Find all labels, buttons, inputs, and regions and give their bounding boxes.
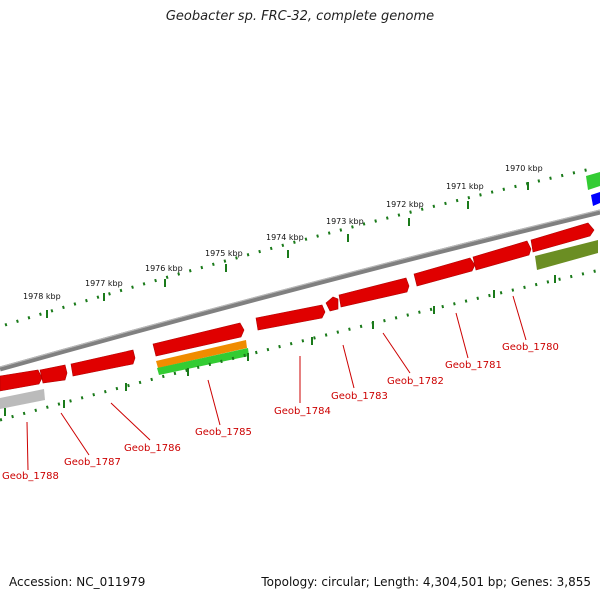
- gene-olive-1780[interactable]: [535, 240, 598, 270]
- label-leaders: [26, 295, 527, 471]
- gene-small-red[interactable]: [325, 296, 339, 312]
- gene-label-geob-1786: Geob_1786: [124, 443, 181, 454]
- outer-scale-track: [4, 166, 596, 327]
- gene-label-geob-1781: Geob_1781: [445, 360, 502, 371]
- gene-green-top[interactable]: [586, 172, 600, 190]
- gene-label-geob-1782: Geob_1782: [387, 376, 444, 387]
- gene-gray-1788[interactable]: [0, 389, 45, 409]
- gene-geob-1787[interactable]: [39, 364, 68, 384]
- genome-stats-text: Topology: circular; Length: 4,304,501 bp…: [261, 575, 591, 589]
- kbp-label-1974: 1974 kbp: [266, 233, 304, 242]
- gene-label-geob-1787: Geob_1787: [64, 457, 121, 468]
- gene-green-1785[interactable]: [157, 348, 249, 375]
- gene-geob-1782[interactable]: [413, 257, 476, 287]
- inner-scale-track: [0, 268, 600, 422]
- kbp-label-1976: 1976 kbp: [145, 264, 183, 273]
- gene-geob-1784[interactable]: [255, 304, 326, 331]
- kbp-label-1975: 1975 kbp: [205, 249, 243, 258]
- accession-text: Accession: NC_011979: [9, 575, 146, 589]
- kbp-label-1973: 1973 kbp: [326, 217, 364, 226]
- gene-label-geob-1785: Geob_1785: [195, 427, 252, 438]
- gene-geob-1783[interactable]: [338, 277, 410, 308]
- gene-geob-1781[interactable]: [472, 240, 532, 271]
- kbp-label-1970: 1970 kbp: [505, 164, 543, 173]
- map-title: Geobacter sp. FRC-32, complete genome: [165, 9, 435, 24]
- gene-geob-1786[interactable]: [70, 349, 136, 377]
- kbp-label-1972: 1972 kbp: [386, 200, 424, 209]
- gene-geob-1785-red[interactable]: [152, 322, 245, 357]
- gene-blue-top[interactable]: [591, 192, 600, 206]
- kbp-label-1971: 1971 kbp: [446, 182, 484, 191]
- gene-geob-1788[interactable]: [0, 369, 43, 392]
- gene-label-geob-1780: Geob_1780: [502, 342, 559, 353]
- gene-orange-1785[interactable]: [156, 340, 247, 368]
- gene-geob-1780[interactable]: [530, 222, 595, 253]
- gene-label-geob-1784: Geob_1784: [274, 406, 331, 417]
- kbp-label-1977: 1977 kbp: [85, 279, 123, 288]
- forward-genes: [0, 222, 595, 392]
- gene-label-geob-1788: Geob_1788: [2, 471, 59, 482]
- kbp-label-1978: 1978 kbp: [23, 292, 61, 301]
- genome-backbone: [0, 209, 600, 372]
- gene-label-geob-1783: Geob_1783: [331, 391, 388, 402]
